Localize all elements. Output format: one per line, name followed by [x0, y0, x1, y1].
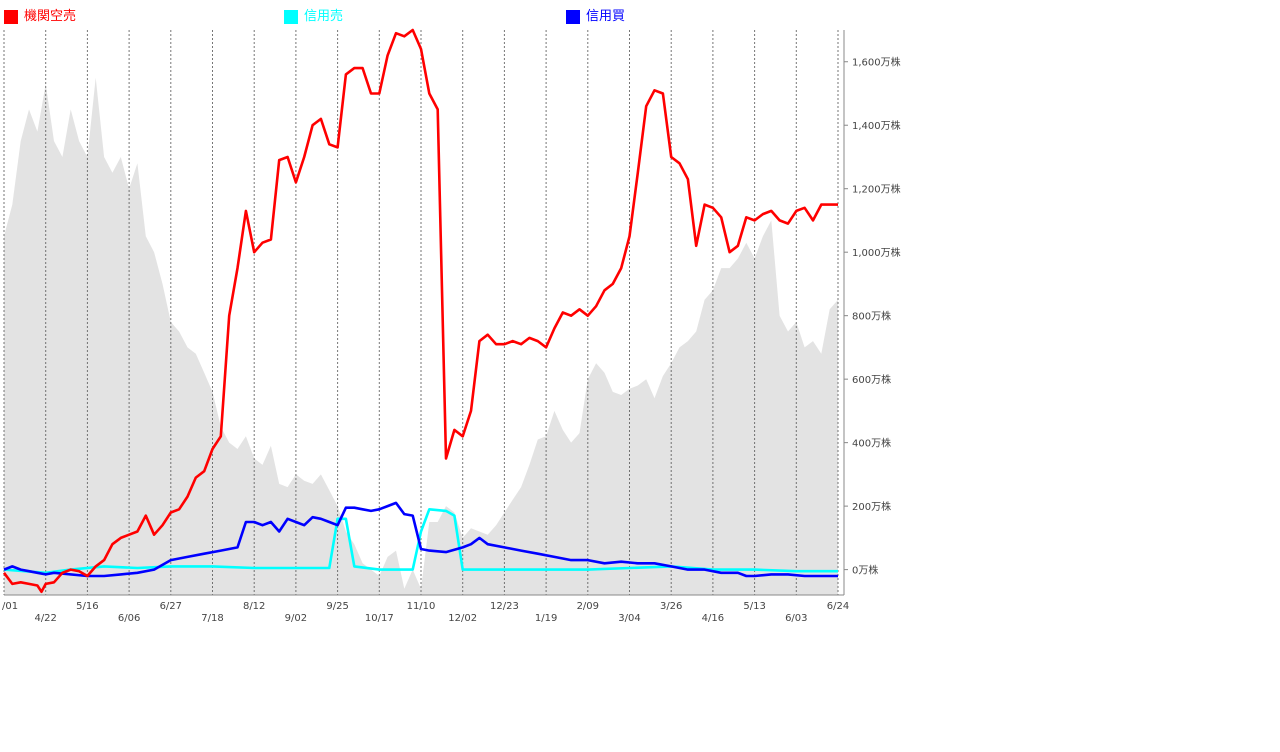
- x-tick-label: 9/02: [285, 613, 307, 624]
- x-tick-label: 12/23: [490, 601, 519, 612]
- x-tick-label: 3/26: [660, 601, 682, 612]
- y-tick-label: 1,200万株: [852, 183, 901, 196]
- x-tick-label: 6/03: [785, 613, 807, 624]
- series-layer: [2, 28, 838, 594]
- x-tick-label: 4/22: [34, 613, 56, 624]
- volume-area: [4, 77, 838, 596]
- legend-label-margin-buy: 信用買: [586, 9, 626, 24]
- y-tick-label: 1,000万株: [852, 246, 901, 259]
- legend-item-margin-sell[interactable]: 信用売: [284, 8, 343, 26]
- y-tick-label: 200万株: [852, 500, 891, 513]
- volume-area-layer: [4, 77, 838, 596]
- axis-layer: /01 4/22 5/16 6/06 6/27 7/18 8/12 9/02 9/25 10/17…: [2, 30, 901, 624]
- x-tick-label: 5/13: [743, 601, 765, 612]
- x-tick-label: 4/16: [702, 613, 724, 624]
- x-tick-label: 6/27: [160, 601, 182, 612]
- legend-swatch-margin-buy: [566, 10, 580, 24]
- x-tick-label: /01: [2, 601, 18, 612]
- x-tick-label: 2/09: [577, 601, 599, 612]
- y-tick-label: 600万株: [852, 373, 891, 386]
- series-line-institutional-short: [2, 28, 838, 594]
- y-tick-label: 0万株: [852, 564, 878, 577]
- legend-swatch-margin-sell: [284, 10, 298, 24]
- y-tick-label: 800万株: [852, 310, 891, 323]
- x-tick-label: 12/02: [448, 613, 477, 624]
- x-tick-label: 5/16: [76, 601, 98, 612]
- x-tick-label: 7/18: [201, 613, 223, 624]
- x-tick-label: 10/17: [365, 613, 394, 624]
- x-tick-label: 11/10: [407, 601, 436, 612]
- legend-label-margin-sell: 信用売: [304, 9, 344, 24]
- y-tick-label: 1,400万株: [852, 119, 901, 132]
- legend-item-margin-buy[interactable]: 信用買: [566, 8, 625, 26]
- x-tick-label: 6/24: [827, 601, 849, 612]
- series-line-margin-sell: [3, 507, 838, 575]
- y-tick-label: 1,600万株: [852, 56, 901, 69]
- legend-swatch-institutional-short: [4, 10, 18, 24]
- legend-label-institutional-short: 機関空売: [24, 9, 77, 24]
- series-line-margin-buy: [3, 501, 838, 578]
- x-tick-label: 9/25: [326, 601, 348, 612]
- y-tick-label: 400万株: [852, 437, 891, 450]
- x-tick-label: 1/19: [535, 613, 557, 624]
- x-tick-label: 8/12: [243, 601, 265, 612]
- x-tick-label: 6/06: [118, 613, 140, 624]
- legend-item-institutional-short[interactable]: 機関空売: [4, 8, 76, 26]
- x-tick-label: 3/04: [618, 613, 640, 624]
